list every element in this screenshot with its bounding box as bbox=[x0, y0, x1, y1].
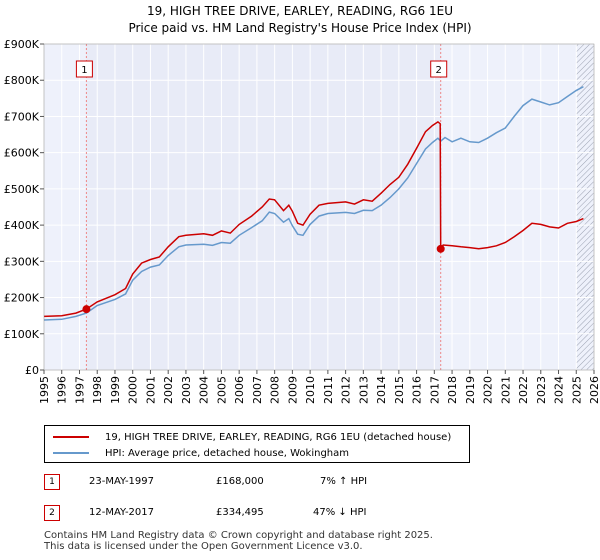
legend-label-hpi: HPI: Average price, detached house, Woki… bbox=[105, 447, 349, 459]
y-tick-label: £0 bbox=[25, 364, 39, 377]
x-tick-label: 1998 bbox=[91, 376, 104, 404]
transaction-date: 23-MAY-1997 bbox=[89, 476, 155, 487]
sale-label-box bbox=[430, 60, 448, 78]
chart-subtitle: Price paid vs. HM Land Registry's House … bbox=[128, 21, 472, 35]
x-tick-label: 2026 bbox=[588, 376, 600, 404]
x-tick-label: 2015 bbox=[393, 376, 406, 404]
sale-point bbox=[436, 244, 445, 253]
sale-label: 2 bbox=[436, 65, 442, 76]
transaction-price: £334,495 bbox=[216, 507, 264, 518]
transaction-date: 12-MAY-2017 bbox=[89, 507, 155, 518]
y-tick-label: £400K bbox=[4, 219, 40, 232]
x-tick-label: 2010 bbox=[304, 376, 317, 404]
x-tick-label: 2021 bbox=[499, 376, 512, 404]
x-tick-label: 2003 bbox=[180, 376, 193, 404]
legend: 19, HIGH TREE DRIVE, EARLEY, READING, RG… bbox=[44, 425, 470, 463]
series-line-price-paid bbox=[43, 120, 584, 318]
transaction-hpi-change: 7% ↑ HPI bbox=[320, 476, 368, 487]
x-tick-label: 2001 bbox=[144, 376, 157, 404]
x-tick-label: 2016 bbox=[411, 376, 424, 404]
x-tick-label: 2024 bbox=[553, 376, 566, 404]
legend-item-hpi: HPI: Average price, detached house, Woki… bbox=[53, 445, 349, 461]
y-tick-label: £200K bbox=[4, 292, 40, 305]
chart-title: 19, HIGH TREE DRIVE, EARLEY, READING, RG… bbox=[146, 4, 454, 18]
y-tick-label: £600K bbox=[4, 147, 40, 160]
y-tick-label: £900K bbox=[4, 38, 40, 51]
x-tick-label: 1996 bbox=[56, 376, 69, 404]
legend-label-price-paid: 19, HIGH TREE DRIVE, EARLEY, READING, RG… bbox=[105, 431, 452, 443]
x-tick-label: 1997 bbox=[73, 376, 86, 404]
legend-item-price-paid: 19, HIGH TREE DRIVE, EARLEY, READING, RG… bbox=[53, 429, 451, 445]
transaction-price: £168,000 bbox=[216, 476, 264, 487]
y-tick-label: £300K bbox=[4, 255, 40, 268]
price-chart: 1 2 £0 £100K £200K £300K £400K £500K £600K £700K… bbox=[4, 38, 600, 404]
x-tick-label: 2023 bbox=[535, 376, 548, 404]
x-tick-label: 2012 bbox=[340, 376, 353, 404]
legend-swatch-price-paid bbox=[53, 436, 89, 438]
footer-copyright: Contains HM Land Registry data © Crown c… bbox=[44, 530, 433, 541]
x-tick-label: 2000 bbox=[127, 376, 140, 404]
series-line-hpi bbox=[43, 86, 584, 321]
plot-border bbox=[43, 43, 595, 371]
x-tick-label: 2019 bbox=[464, 376, 477, 404]
x-tick-label: 2025 bbox=[570, 376, 583, 404]
sale-point bbox=[82, 305, 91, 314]
x-tick-label: 2017 bbox=[428, 376, 441, 404]
transaction-hpi-change: 47% ↓ HPI bbox=[313, 507, 367, 518]
x-tick-label: 2014 bbox=[375, 376, 388, 404]
footer: Contains HM Land Registry data © Crown c… bbox=[44, 530, 433, 552]
x-tick-label: 2008 bbox=[269, 376, 282, 404]
footer-licence: This data is licensed under the Open Gov… bbox=[44, 541, 363, 552]
ownership-shade bbox=[86, 44, 441, 370]
legend-swatch-hpi bbox=[53, 452, 89, 454]
y-tick-label: £800K bbox=[4, 74, 40, 87]
x-tick-label: 2013 bbox=[357, 376, 370, 404]
y-tick-label: £100K bbox=[4, 328, 40, 341]
x-tick-label: 2022 bbox=[517, 376, 530, 404]
x-tick-label: 2018 bbox=[446, 376, 459, 404]
transaction-number: 1 bbox=[44, 474, 60, 490]
sale-label: 1 bbox=[81, 65, 87, 76]
y-tick-label: £700K bbox=[4, 110, 40, 123]
y-tick-label: £500K bbox=[4, 183, 40, 196]
x-tick-label: 2004 bbox=[198, 376, 211, 404]
x-tick-label: 2011 bbox=[322, 376, 335, 404]
x-tick-label: 1999 bbox=[109, 376, 122, 404]
sale-label-box bbox=[75, 60, 93, 78]
x-tick-label: 2006 bbox=[233, 376, 246, 404]
x-tick-label: 2005 bbox=[215, 376, 228, 404]
x-tick-label: 2002 bbox=[162, 376, 175, 404]
future-hatch bbox=[576, 44, 594, 370]
x-tick-label: 2020 bbox=[482, 376, 495, 404]
x-tick-label: 2007 bbox=[251, 376, 264, 404]
x-tick-label: 1995 bbox=[38, 376, 51, 404]
x-tick-label: 2009 bbox=[286, 376, 299, 404]
transaction-number: 2 bbox=[44, 505, 60, 521]
